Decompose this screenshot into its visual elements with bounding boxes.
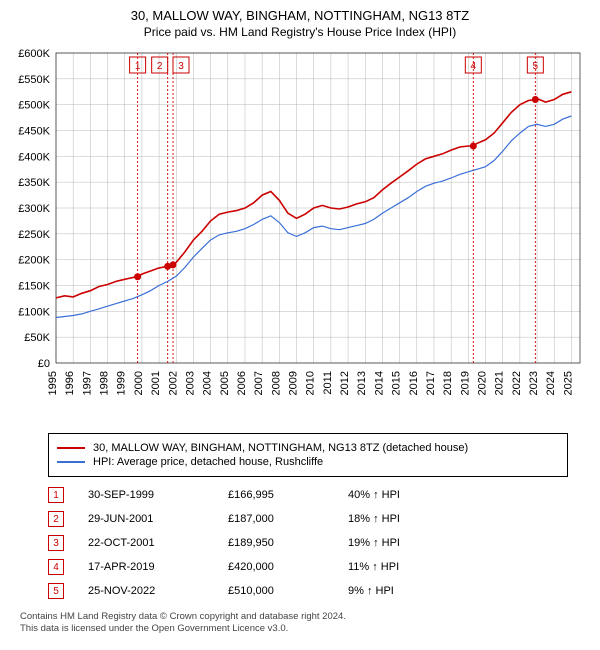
svg-text:2014: 2014 xyxy=(373,371,385,395)
svg-text:£450K: £450K xyxy=(18,126,50,138)
table-row: 1 30-SEP-1999 £166,995 40% ↑ HPI xyxy=(48,487,568,503)
svg-text:5: 5 xyxy=(533,61,539,72)
svg-text:2025: 2025 xyxy=(562,371,574,395)
svg-text:1998: 1998 xyxy=(99,371,111,395)
svg-text:2024: 2024 xyxy=(545,371,557,395)
svg-text:2007: 2007 xyxy=(253,371,265,395)
legend-label: HPI: Average price, detached house, Rush… xyxy=(93,456,323,468)
svg-text:2001: 2001 xyxy=(150,371,162,395)
chart-svg: £0 £50K £100K £150K £200K £250K £300K £350K £400… xyxy=(8,45,592,425)
sale-date: 30-SEP-1999 xyxy=(88,489,228,501)
sale-price: £189,950 xyxy=(228,537,348,549)
svg-text:1999: 1999 xyxy=(116,371,128,395)
sale-marker-icon: 1 xyxy=(48,487,64,503)
svg-text:2008: 2008 xyxy=(270,371,282,395)
title-block: 30, MALLOW WAY, BINGHAM, NOTTINGHAM, NG1… xyxy=(8,8,592,39)
svg-text:2022: 2022 xyxy=(511,371,523,395)
svg-text:£100K: £100K xyxy=(18,306,50,318)
table-row: 4 17-APR-2019 £420,000 11% ↑ HPI xyxy=(48,559,568,575)
svg-text:£200K: £200K xyxy=(18,255,50,267)
footer-attribution: Contains HM Land Registry data © Crown c… xyxy=(20,611,584,636)
svg-text:£300K: £300K xyxy=(18,203,50,215)
svg-text:2: 2 xyxy=(157,61,163,72)
sale-price: £187,000 xyxy=(228,513,348,525)
svg-text:2017: 2017 xyxy=(425,371,437,395)
svg-text:£500K: £500K xyxy=(18,100,50,112)
sale-date: 25-NOV-2022 xyxy=(88,585,228,597)
sale-price: £420,000 xyxy=(228,561,348,573)
svg-text:1997: 1997 xyxy=(81,371,93,395)
chart-area: £0 £50K £100K £150K £200K £250K £300K £350K £400… xyxy=(8,45,592,425)
sale-date: 29-JUN-2001 xyxy=(88,513,228,525)
svg-text:2003: 2003 xyxy=(184,371,196,395)
svg-text:3: 3 xyxy=(178,61,184,72)
svg-text:£150K: £150K xyxy=(18,281,50,293)
svg-text:£0: £0 xyxy=(38,358,50,370)
table-row: 2 29-JUN-2001 £187,000 18% ↑ HPI xyxy=(48,511,568,527)
chart-container: 30, MALLOW WAY, BINGHAM, NOTTINGHAM, NG1… xyxy=(0,0,600,636)
chart-subtitle: Price paid vs. HM Land Registry's House … xyxy=(8,25,592,39)
svg-text:2019: 2019 xyxy=(459,371,471,395)
sale-marker-icon: 4 xyxy=(48,559,64,575)
svg-text:2018: 2018 xyxy=(442,371,454,395)
svg-text:2020: 2020 xyxy=(477,371,489,395)
svg-text:2011: 2011 xyxy=(322,371,334,395)
legend-item: HPI: Average price, detached house, Rush… xyxy=(57,456,559,468)
svg-text:1996: 1996 xyxy=(64,371,76,395)
svg-text:2012: 2012 xyxy=(339,371,351,395)
sale-price: £510,000 xyxy=(228,585,348,597)
svg-text:1995: 1995 xyxy=(47,371,59,395)
table-row: 3 22-OCT-2001 £189,950 19% ↑ HPI xyxy=(48,535,568,551)
footer-line: This data is licensed under the Open Gov… xyxy=(20,623,584,635)
sales-table: 1 30-SEP-1999 £166,995 40% ↑ HPI 2 29-JU… xyxy=(48,487,568,599)
svg-text:2016: 2016 xyxy=(408,371,420,395)
svg-text:1: 1 xyxy=(135,61,141,72)
sale-marker-icon: 3 xyxy=(48,535,64,551)
sale-marker-icon: 2 xyxy=(48,511,64,527)
legend-item: 30, MALLOW WAY, BINGHAM, NOTTINGHAM, NG1… xyxy=(57,442,559,454)
legend: 30, MALLOW WAY, BINGHAM, NOTTINGHAM, NG1… xyxy=(48,433,568,477)
svg-text:2023: 2023 xyxy=(528,371,540,395)
footer-line: Contains HM Land Registry data © Crown c… xyxy=(20,611,584,623)
svg-text:2006: 2006 xyxy=(236,371,248,395)
svg-text:£50K: £50K xyxy=(24,332,50,344)
sale-diff: 18% ↑ HPI xyxy=(348,513,468,525)
sale-date: 22-OCT-2001 xyxy=(88,537,228,549)
svg-text:£250K: £250K xyxy=(18,229,50,241)
legend-swatch xyxy=(57,461,85,463)
svg-text:2009: 2009 xyxy=(288,371,300,395)
svg-text:2013: 2013 xyxy=(356,371,368,395)
svg-text:2005: 2005 xyxy=(219,371,231,395)
svg-text:2004: 2004 xyxy=(202,371,214,395)
sale-date: 17-APR-2019 xyxy=(88,561,228,573)
svg-text:2002: 2002 xyxy=(167,371,179,395)
svg-text:£600K: £600K xyxy=(18,48,50,60)
svg-text:2010: 2010 xyxy=(305,371,317,395)
svg-text:£550K: £550K xyxy=(18,74,50,86)
chart-title: 30, MALLOW WAY, BINGHAM, NOTTINGHAM, NG1… xyxy=(8,8,592,23)
svg-text:2021: 2021 xyxy=(494,371,506,395)
sale-diff: 19% ↑ HPI xyxy=(348,537,468,549)
legend-swatch xyxy=(57,447,85,449)
svg-text:4: 4 xyxy=(471,61,477,72)
sale-marker-icon: 5 xyxy=(48,583,64,599)
sale-diff: 11% ↑ HPI xyxy=(348,561,468,573)
svg-text:2015: 2015 xyxy=(391,371,403,395)
sale-price: £166,995 xyxy=(228,489,348,501)
svg-text:£400K: £400K xyxy=(18,151,50,163)
legend-label: 30, MALLOW WAY, BINGHAM, NOTTINGHAM, NG1… xyxy=(93,442,468,454)
sale-diff: 40% ↑ HPI xyxy=(348,489,468,501)
table-row: 5 25-NOV-2022 £510,000 9% ↑ HPI xyxy=(48,583,568,599)
svg-text:£350K: £350K xyxy=(18,177,50,189)
sale-diff: 9% ↑ HPI xyxy=(348,585,468,597)
svg-text:2000: 2000 xyxy=(133,371,145,395)
